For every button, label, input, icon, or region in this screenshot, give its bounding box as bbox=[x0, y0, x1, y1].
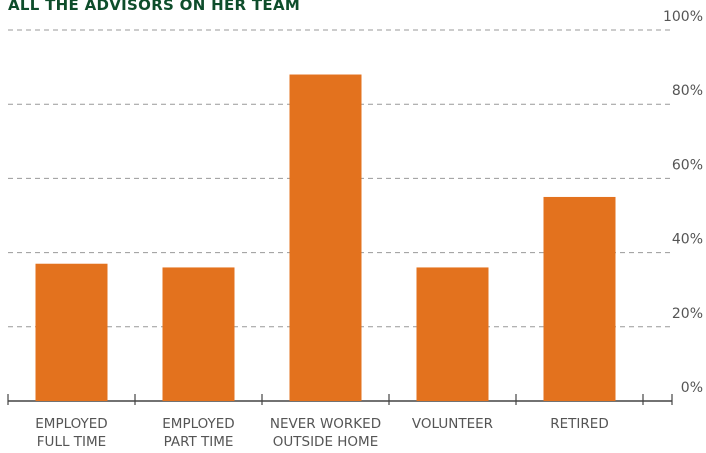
x-tick-label: EMPLOYED FULL TIME bbox=[35, 416, 108, 450]
y-tick-label: 100% bbox=[663, 9, 703, 25]
y-tick-label: 40% bbox=[672, 232, 703, 248]
x-tick-label: RETIRED bbox=[550, 416, 609, 432]
y-tick-label: 60% bbox=[672, 157, 703, 173]
y-tick-label: 20% bbox=[672, 306, 703, 322]
bar bbox=[35, 263, 108, 401]
x-tick-label: EMPLOYED PART TIME bbox=[162, 416, 235, 450]
x-tick-label: VOLUNTEER bbox=[411, 416, 494, 432]
y-tick-label: 0% bbox=[681, 380, 703, 396]
chart-title: ALL THE ADVISORS ON HER TEAM bbox=[8, 0, 301, 14]
bar bbox=[289, 74, 362, 402]
y-tick-label: 80% bbox=[672, 83, 703, 99]
x-tick-label: NEVER WORKED OUTSIDE HOME bbox=[269, 416, 382, 450]
bar bbox=[162, 267, 235, 401]
bar bbox=[543, 196, 616, 401]
bar bbox=[416, 267, 489, 401]
